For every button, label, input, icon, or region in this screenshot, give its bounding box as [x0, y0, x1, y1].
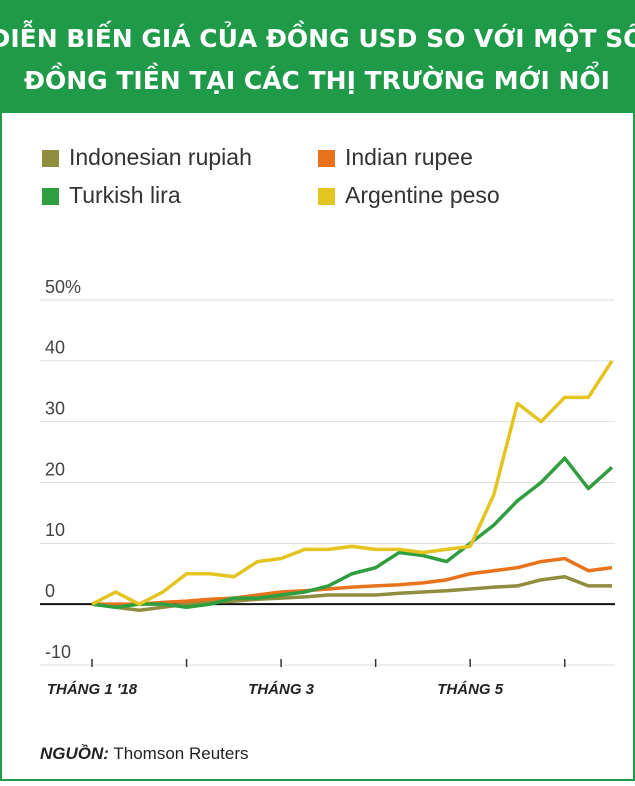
x-tick-label: THÁNG 1 '18: [47, 681, 138, 698]
header: [0, 0, 635, 112]
x-tick-label: THÁNG 5: [437, 681, 503, 698]
legend-swatch: [42, 188, 59, 205]
y-tick-label: 30: [45, 398, 65, 418]
legend-label: Indonesian rupiah: [69, 144, 252, 170]
source-text: Thomson Reuters: [113, 744, 248, 763]
series-line: [91, 359, 614, 606]
series-line: [91, 456, 614, 609]
legend-label: Indian rupee: [345, 144, 473, 170]
y-tick-label: 0: [45, 581, 55, 601]
y-tick-label: 50%: [45, 277, 81, 297]
source-label: NGUỒN:: [40, 744, 109, 763]
series-line: [92, 556, 613, 606]
chart-title: DIỄN BIẾN GIÁ CỦA ĐỒNG USD SO VỚI MỘT SỐ: [0, 20, 635, 53]
y-tick-label: 40: [45, 338, 65, 358]
legend-swatch: [318, 188, 335, 205]
source: NGUỒN: Thomson Reuters: [40, 744, 249, 763]
legend-label: Turkish lira: [69, 182, 181, 208]
legend-swatch: [42, 150, 59, 167]
legend-label: Argentine peso: [345, 182, 500, 208]
y-tick-label: 10: [45, 520, 65, 540]
legend-swatch: [318, 150, 335, 167]
x-tick-label: THÁNG 3: [248, 681, 314, 698]
panel: [0, 111, 635, 781]
y-tick-label: -10: [45, 642, 71, 662]
chart-title: ĐỒNG TIỀN TẠI CÁC THỊ TRƯỜNG MỚI NỔI: [24, 60, 610, 95]
y-tick-label: 20: [45, 459, 65, 479]
